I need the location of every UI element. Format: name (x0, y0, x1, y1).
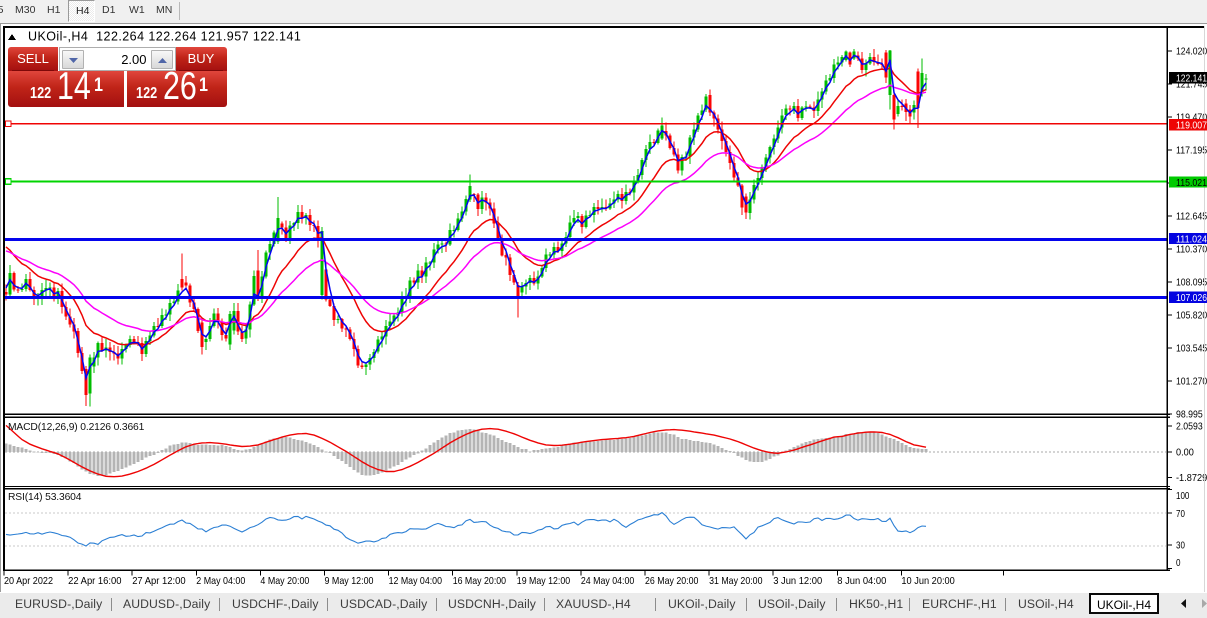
svg-text:2 May 04:00: 2 May 04:00 (196, 575, 245, 587)
svg-text:UKOil-,H4 122.264 122.264 121: UKOil-,H4 122.264 122.264 121.957 122.14… (28, 30, 301, 44)
svg-text:MACD(12,26,9) 0.2126 0.3661: MACD(12,26,9) 0.2126 0.3661 (8, 422, 145, 433)
svg-text:122.141: 122.141 (1176, 73, 1207, 85)
svg-text:10 Jun 20:00: 10 Jun 20:00 (901, 575, 955, 587)
svg-text:0.00: 0.00 (1176, 447, 1194, 459)
svg-text:115.021: 115.021 (1176, 177, 1207, 189)
svg-text:2.0593: 2.0593 (1176, 421, 1203, 433)
svg-text:119.007: 119.007 (1176, 120, 1207, 132)
svg-text:-1.8729: -1.8729 (1176, 472, 1207, 484)
svg-text:70: 70 (1176, 508, 1185, 520)
svg-text:30: 30 (1176, 540, 1185, 552)
svg-text:4 May 20:00: 4 May 20:00 (260, 575, 309, 587)
svg-text:98.995: 98.995 (1176, 409, 1203, 421)
svg-text:26 May 20:00: 26 May 20:00 (645, 575, 699, 587)
svg-text:107.026: 107.026 (1176, 292, 1207, 304)
svg-text:22 Apr 16:00: 22 Apr 16:00 (68, 575, 122, 587)
svg-text:103.545: 103.545 (1176, 343, 1207, 355)
svg-text:111.024: 111.024 (1176, 233, 1207, 245)
svg-text:12 May 04:00: 12 May 04:00 (389, 575, 443, 587)
svg-text:3 Jun 12:00: 3 Jun 12:00 (773, 575, 822, 587)
svg-text:105.820: 105.820 (1176, 310, 1207, 322)
svg-text:8 Jun 04:00: 8 Jun 04:00 (837, 575, 886, 587)
svg-text:16 May 20:00: 16 May 20:00 (453, 575, 507, 587)
svg-text:31 May 20:00: 31 May 20:00 (709, 575, 763, 587)
svg-text:0: 0 (1176, 557, 1181, 569)
svg-text:100: 100 (1176, 490, 1190, 502)
svg-text:124.020: 124.020 (1176, 46, 1207, 58)
svg-text:9 May 12:00: 9 May 12:00 (325, 575, 374, 587)
svg-text:101.270: 101.270 (1176, 376, 1207, 388)
svg-text:110.370: 110.370 (1176, 244, 1207, 256)
svg-text:20 Apr 2022: 20 Apr 2022 (4, 575, 53, 587)
svg-text:19 May 12:00: 19 May 12:00 (517, 575, 571, 587)
svg-text:108.095: 108.095 (1176, 277, 1207, 289)
svg-text:27 Apr 12:00: 27 Apr 12:00 (132, 575, 186, 587)
svg-text:112.645: 112.645 (1176, 211, 1207, 223)
svg-text:24 May 04:00: 24 May 04:00 (581, 575, 635, 587)
svg-text:RSI(14) 53.3604: RSI(14) 53.3604 (8, 492, 82, 503)
svg-text:117.195: 117.195 (1176, 145, 1207, 157)
